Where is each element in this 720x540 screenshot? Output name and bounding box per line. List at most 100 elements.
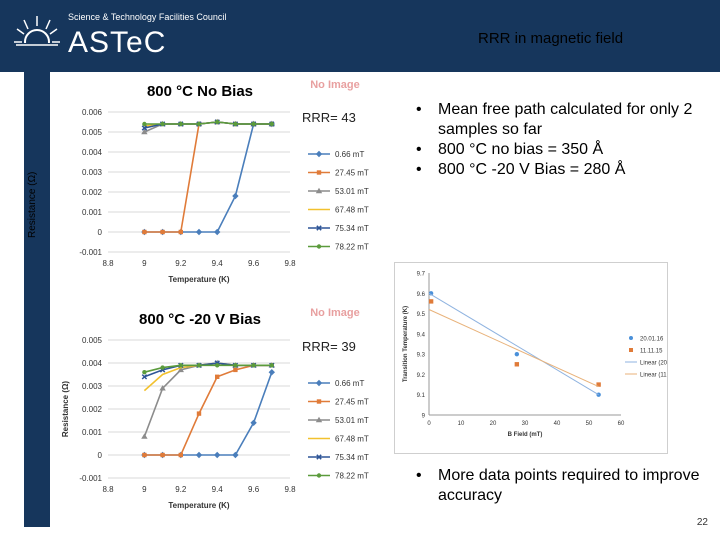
data-point xyxy=(316,473,322,478)
x-tick-label: 9.4 xyxy=(212,485,224,494)
y-tick-label: 9.6 xyxy=(417,292,426,298)
data-point xyxy=(233,121,238,127)
x-axis-label: Temperature (K) xyxy=(168,501,230,510)
data-point xyxy=(251,121,256,127)
org-name: ASTeC xyxy=(68,26,167,59)
x-axis-label: B Field (mT) xyxy=(508,432,543,438)
x-tick-label: 9.2 xyxy=(175,259,187,268)
y-tick-label: 0.002 xyxy=(82,405,103,414)
data-point xyxy=(316,454,322,460)
y-tick-label: 0.004 xyxy=(82,148,103,157)
y-tick-label: 9.5 xyxy=(417,312,426,318)
data-point xyxy=(214,451,221,459)
data-point xyxy=(142,452,147,458)
series-line xyxy=(144,364,272,373)
y-tick-label: 0.002 xyxy=(82,188,103,197)
chart-bias: 800 °C -20 V Bias No Image -0.001 0 0.001 0.0… xyxy=(61,307,369,510)
data-point xyxy=(315,379,323,387)
data-point xyxy=(232,192,239,200)
legend-label: Linear (11.11.15) xyxy=(640,373,667,379)
rrr-bottom-label: RRR= 39 xyxy=(302,339,356,354)
x-tick-label: 9.8 xyxy=(284,485,296,494)
series-line xyxy=(144,123,272,233)
data-point xyxy=(315,150,323,158)
data-point xyxy=(316,244,322,249)
data-point xyxy=(141,433,148,439)
data-point xyxy=(178,121,183,127)
left-accent-strip xyxy=(24,72,50,527)
y-tick-label: 9.3 xyxy=(417,353,426,359)
stfc-logo-icon xyxy=(14,16,60,58)
bullet-item: 800 °C -20 V Bias = 280 Å xyxy=(416,160,706,180)
legend-label: 27.45 mT xyxy=(335,398,369,407)
data-point xyxy=(196,121,202,127)
header-bar: Science & Technology Facilities Council … xyxy=(0,0,720,72)
y-axis-label: Transition Temperature (K) xyxy=(403,306,409,382)
x-tick-label: 9.2 xyxy=(175,485,187,494)
data-point xyxy=(178,363,183,368)
x-tick-label: 20 xyxy=(490,421,497,427)
data-point xyxy=(596,382,601,387)
x-tick-label: 60 xyxy=(618,421,625,427)
y-tick-label: 0.001 xyxy=(82,208,103,217)
bullets-bottom: More data points required to improve acc… xyxy=(416,466,706,506)
data-point xyxy=(269,121,274,127)
data-point xyxy=(514,351,520,357)
data-point xyxy=(316,225,322,231)
x-tick-label: 10 xyxy=(458,421,465,427)
y-tick-label: -0.001 xyxy=(79,474,102,483)
chart-title: 800 °C No Bias xyxy=(147,83,253,100)
legend-label: 20.01.16 xyxy=(640,337,664,343)
y-tick-label: 9.7 xyxy=(417,272,426,278)
data-point xyxy=(250,419,257,426)
series-line xyxy=(144,371,273,456)
x-tick-label: 9 xyxy=(142,259,147,268)
legend-label: 67.48 mT xyxy=(335,206,369,215)
data-point xyxy=(316,399,322,404)
legend-label: 78.22 mT xyxy=(335,472,369,481)
chart-transition-temperature: 9 9.1 9.2 9.3 9.4 9.5 9.6 9.7 0 10 20 30 40 50 60 B Fie… xyxy=(403,272,686,439)
bullet-item: More data points required to improve acc… xyxy=(416,466,706,506)
legend-label: 0.66 mT xyxy=(335,379,364,388)
page-number: 22 xyxy=(696,517,708,528)
data-point xyxy=(268,369,275,376)
data-point xyxy=(142,370,147,375)
legend-label: 11.11.15 xyxy=(640,349,663,355)
legend-label: 53.01 mT xyxy=(335,416,369,425)
data-point xyxy=(514,362,520,367)
data-point xyxy=(215,363,220,368)
y-tick-label: 0.003 xyxy=(82,382,103,391)
data-point xyxy=(142,229,147,235)
legend-label: 75.34 mT xyxy=(335,224,369,233)
data-point xyxy=(160,229,165,235)
y-tick-label: 0.005 xyxy=(82,128,103,137)
x-tick-label: 9.6 xyxy=(248,485,260,494)
x-tick-label: 9.4 xyxy=(212,259,224,268)
y-tick-label: 0 xyxy=(98,451,103,460)
data-point xyxy=(142,121,147,127)
data-point xyxy=(159,385,166,391)
y-tick-label: 0.001 xyxy=(82,428,103,437)
data-point xyxy=(177,366,184,373)
data-point xyxy=(160,452,165,458)
slide-title: RRR in magnetic field xyxy=(478,30,624,47)
data-point xyxy=(596,392,601,397)
legend-label: 27.45 mT xyxy=(335,169,369,178)
watermark-label: No Image xyxy=(310,307,360,319)
data-point xyxy=(251,363,256,368)
data-point xyxy=(428,299,434,304)
org-small-name: Science & Technology Facilities Council xyxy=(68,12,227,22)
data-point xyxy=(160,121,165,127)
chart-panel-bias: 800 °C -20 V Bias No Image -0.001 0 0.001 0.0… xyxy=(50,298,382,526)
legend-label: 67.48 mT xyxy=(335,435,369,444)
chart-title: 800 °C -20 V Bias xyxy=(139,311,261,328)
data-point xyxy=(233,367,238,373)
trend-line xyxy=(428,309,599,388)
x-tick-label: 40 xyxy=(554,421,561,427)
data-point xyxy=(195,451,203,459)
series-line xyxy=(144,121,272,233)
y-tick-label: 9.1 xyxy=(417,393,426,399)
y-tick-label: 0.004 xyxy=(82,359,103,368)
x-tick-label: 30 xyxy=(522,421,529,427)
y-tick-label: 0.005 xyxy=(82,336,103,345)
